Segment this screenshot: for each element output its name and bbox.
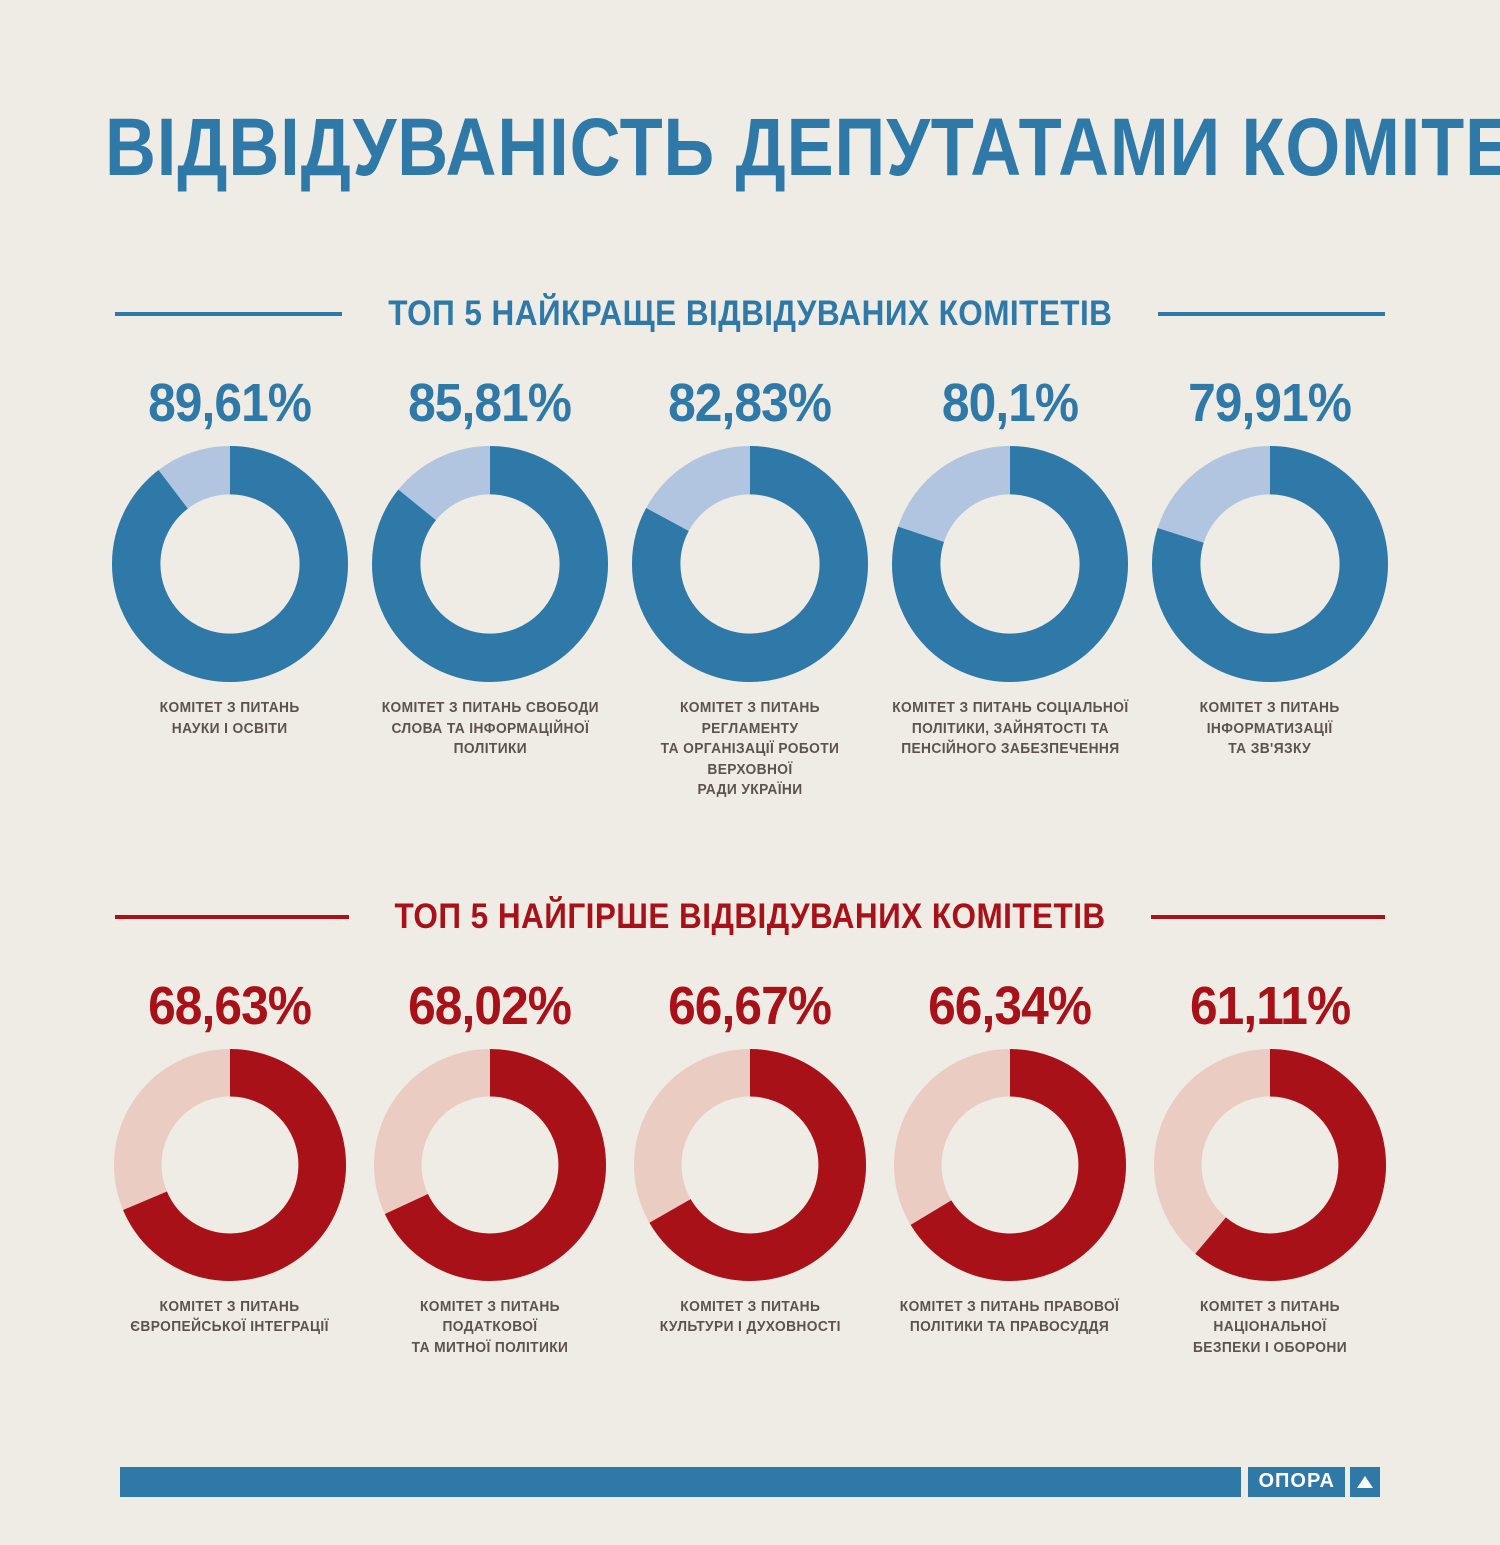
percentage-value: 85,81% [408,372,573,433]
attendance-donut-chart [373,1048,607,1281]
section-rule-left [115,914,349,919]
committee-name-label: КОМІТЕТ З ПИТАНЬ ЄВРОПЕЙСЬКОЇ ІНТЕГРАЦІЇ [130,1298,330,1336]
section-header-top: ТОП 5 НАЙКРАЩЕ ВІДВІДУВАНИХ КОМІТЕТІВ [115,293,1386,334]
attendance-donut-chart [893,1048,1127,1281]
committee-chart-cell: 66,34% КОМІТЕТ З ПИТАНЬ ПРАВОВОЇ ПОЛІТИКИ… [885,979,1135,1359]
section-rule-right [1158,311,1386,316]
committee-name-label: КОМІТЕТ З ПИТАНЬ СВОБОДИ СЛОВА ТА ІНФОРМ… [381,699,599,758]
page-title: ВІДВІДУВАНІСТЬ ДЕПУТАТАМИ КОМІТЕТІВ [105,101,1500,193]
chart-row-top: 89,61% КОМІТЕТ З ПИТАНЬ НАУКИ І ОСВІТИ 85,… [105,334,1395,801]
percentage-value: 79,91% [1188,372,1353,433]
committee-chart-cell: 80,1% КОМІТЕТ З ПИТАНЬ СОЦІАЛЬНОЇ ПОЛІТИК… [885,376,1135,801]
footer: ОПОРА [0,1466,1500,1497]
committee-chart-cell: 66,67% КОМІТЕТ З ПИТАНЬ КУЛЬТУРИ І ДУХОВН… [625,979,875,1359]
committee-chart-cell: 85,81% КОМІТЕТ З ПИТАНЬ СВОБОДИ СЛОВА ТА … [365,376,615,801]
committee-chart-cell: 61,11% КОМІТЕТ З ПИТАНЬ НАЦІОНАЛЬНОЇ БЕЗП… [1145,979,1395,1359]
committee-name-label: КОМІТЕТ З ПИТАНЬ ПОДАТКОВОЇ ТА МИТНОЇ ПО… [411,1298,569,1356]
committee-chart-cell: 68,63% КОМІТЕТ З ПИТАНЬ ЄВРОПЕЙСЬКОЇ ІНТЕ… [105,979,355,1359]
percentage-value: 61,11% [1189,975,1351,1036]
attendance-donut-chart [892,445,1128,682]
percentage-value: 68,02% [408,975,573,1036]
attendance-donut-chart [1152,445,1388,682]
committee-name-label: КОМІТЕТ З ПИТАНЬ ІНФОРМАТИЗАЦІЇ ТА ЗВ'ЯЗ… [1200,699,1340,758]
committee-name-label: КОМІТЕТ З ПИТАНЬ КУЛЬТУРИ І ДУХОВНОСТІ [659,1298,841,1336]
percentage-value: 80,1% [941,372,1079,433]
footer-bar [120,1466,1242,1497]
committee-name-label: КОМІТЕТ З ПИТАНЬ СОЦІАЛЬНОЇ ПОЛІТИКИ, ЗА… [891,699,1129,758]
committee-name-label: КОМІТЕТ З ПИТАНЬ ПРАВОВОЇ ПОЛІТИКИ ТА ПР… [900,1298,1120,1336]
percentage-value: 66,34% [928,975,1093,1036]
percentage-value: 82,83% [668,372,833,433]
committee-chart-cell: 79,91% КОМІТЕТ З ПИТАНЬ ІНФОРМАТИЗАЦІЇ ТА… [1145,376,1395,801]
section-title-bottom: ТОП 5 НАЙГІРШЕ ВІДВІДУВАНИХ КОМІТЕТІВ [394,896,1106,936]
attendance-donut-chart [1153,1048,1387,1281]
attendance-donut-chart [372,445,608,682]
attendance-donut-chart [632,445,868,682]
committee-name-label: КОМІТЕТ З ПИТАНЬ НАУКИ І ОСВІТИ [160,699,300,737]
triangle-up-icon [1350,1466,1380,1497]
infographic-page: ВІДВІДУВАНІСТЬ ДЕПУТАТАМИ КОМІТЕТІВ ТОП … [0,55,1500,1545]
committee-name-label: КОМІТЕТ З ПИТАНЬ РЕГЛАМЕНТУ ТА ОРГАНІЗАЦ… [660,699,840,799]
committee-chart-cell: 68,02% КОМІТЕТ З ПИТАНЬ ПОДАТКОВОЇ ТА МИТ… [365,979,615,1359]
committee-name-label: КОМІТЕТ З ПИТАНЬ НАЦІОНАЛЬНОЇ БЕЗПЕКИ І … [1193,1298,1347,1356]
attendance-donut-chart [633,1048,867,1281]
committee-chart-cell: 82,83% КОМІТЕТ З ПИТАНЬ РЕГЛАМЕНТУ ТА ОРГ… [625,376,875,801]
section-rule-left [115,311,342,316]
opora-logo: ОПОРА [1248,1466,1345,1497]
committee-chart-cell: 89,61% КОМІТЕТ З ПИТАНЬ НАУКИ І ОСВІТИ [105,376,355,801]
percentage-value: 89,61% [148,372,313,433]
section-title-top: ТОП 5 НАЙКРАЩЕ ВІДВІДУВАНИХ КОМІТЕТІВ [387,293,1113,333]
attendance-donut-chart [112,445,348,682]
section-rule-right [1151,914,1386,919]
attendance-donut-chart [113,1048,347,1281]
percentage-value: 66,67% [668,975,833,1036]
percentage-value: 68,63% [148,975,313,1036]
chart-row-bottom: 68,63% КОМІТЕТ З ПИТАНЬ ЄВРОПЕЙСЬКОЇ ІНТЕ… [105,937,1395,1359]
section-header-bottom: ТОП 5 НАЙГІРШЕ ВІДВІДУВАНИХ КОМІТЕТІВ [115,896,1386,937]
